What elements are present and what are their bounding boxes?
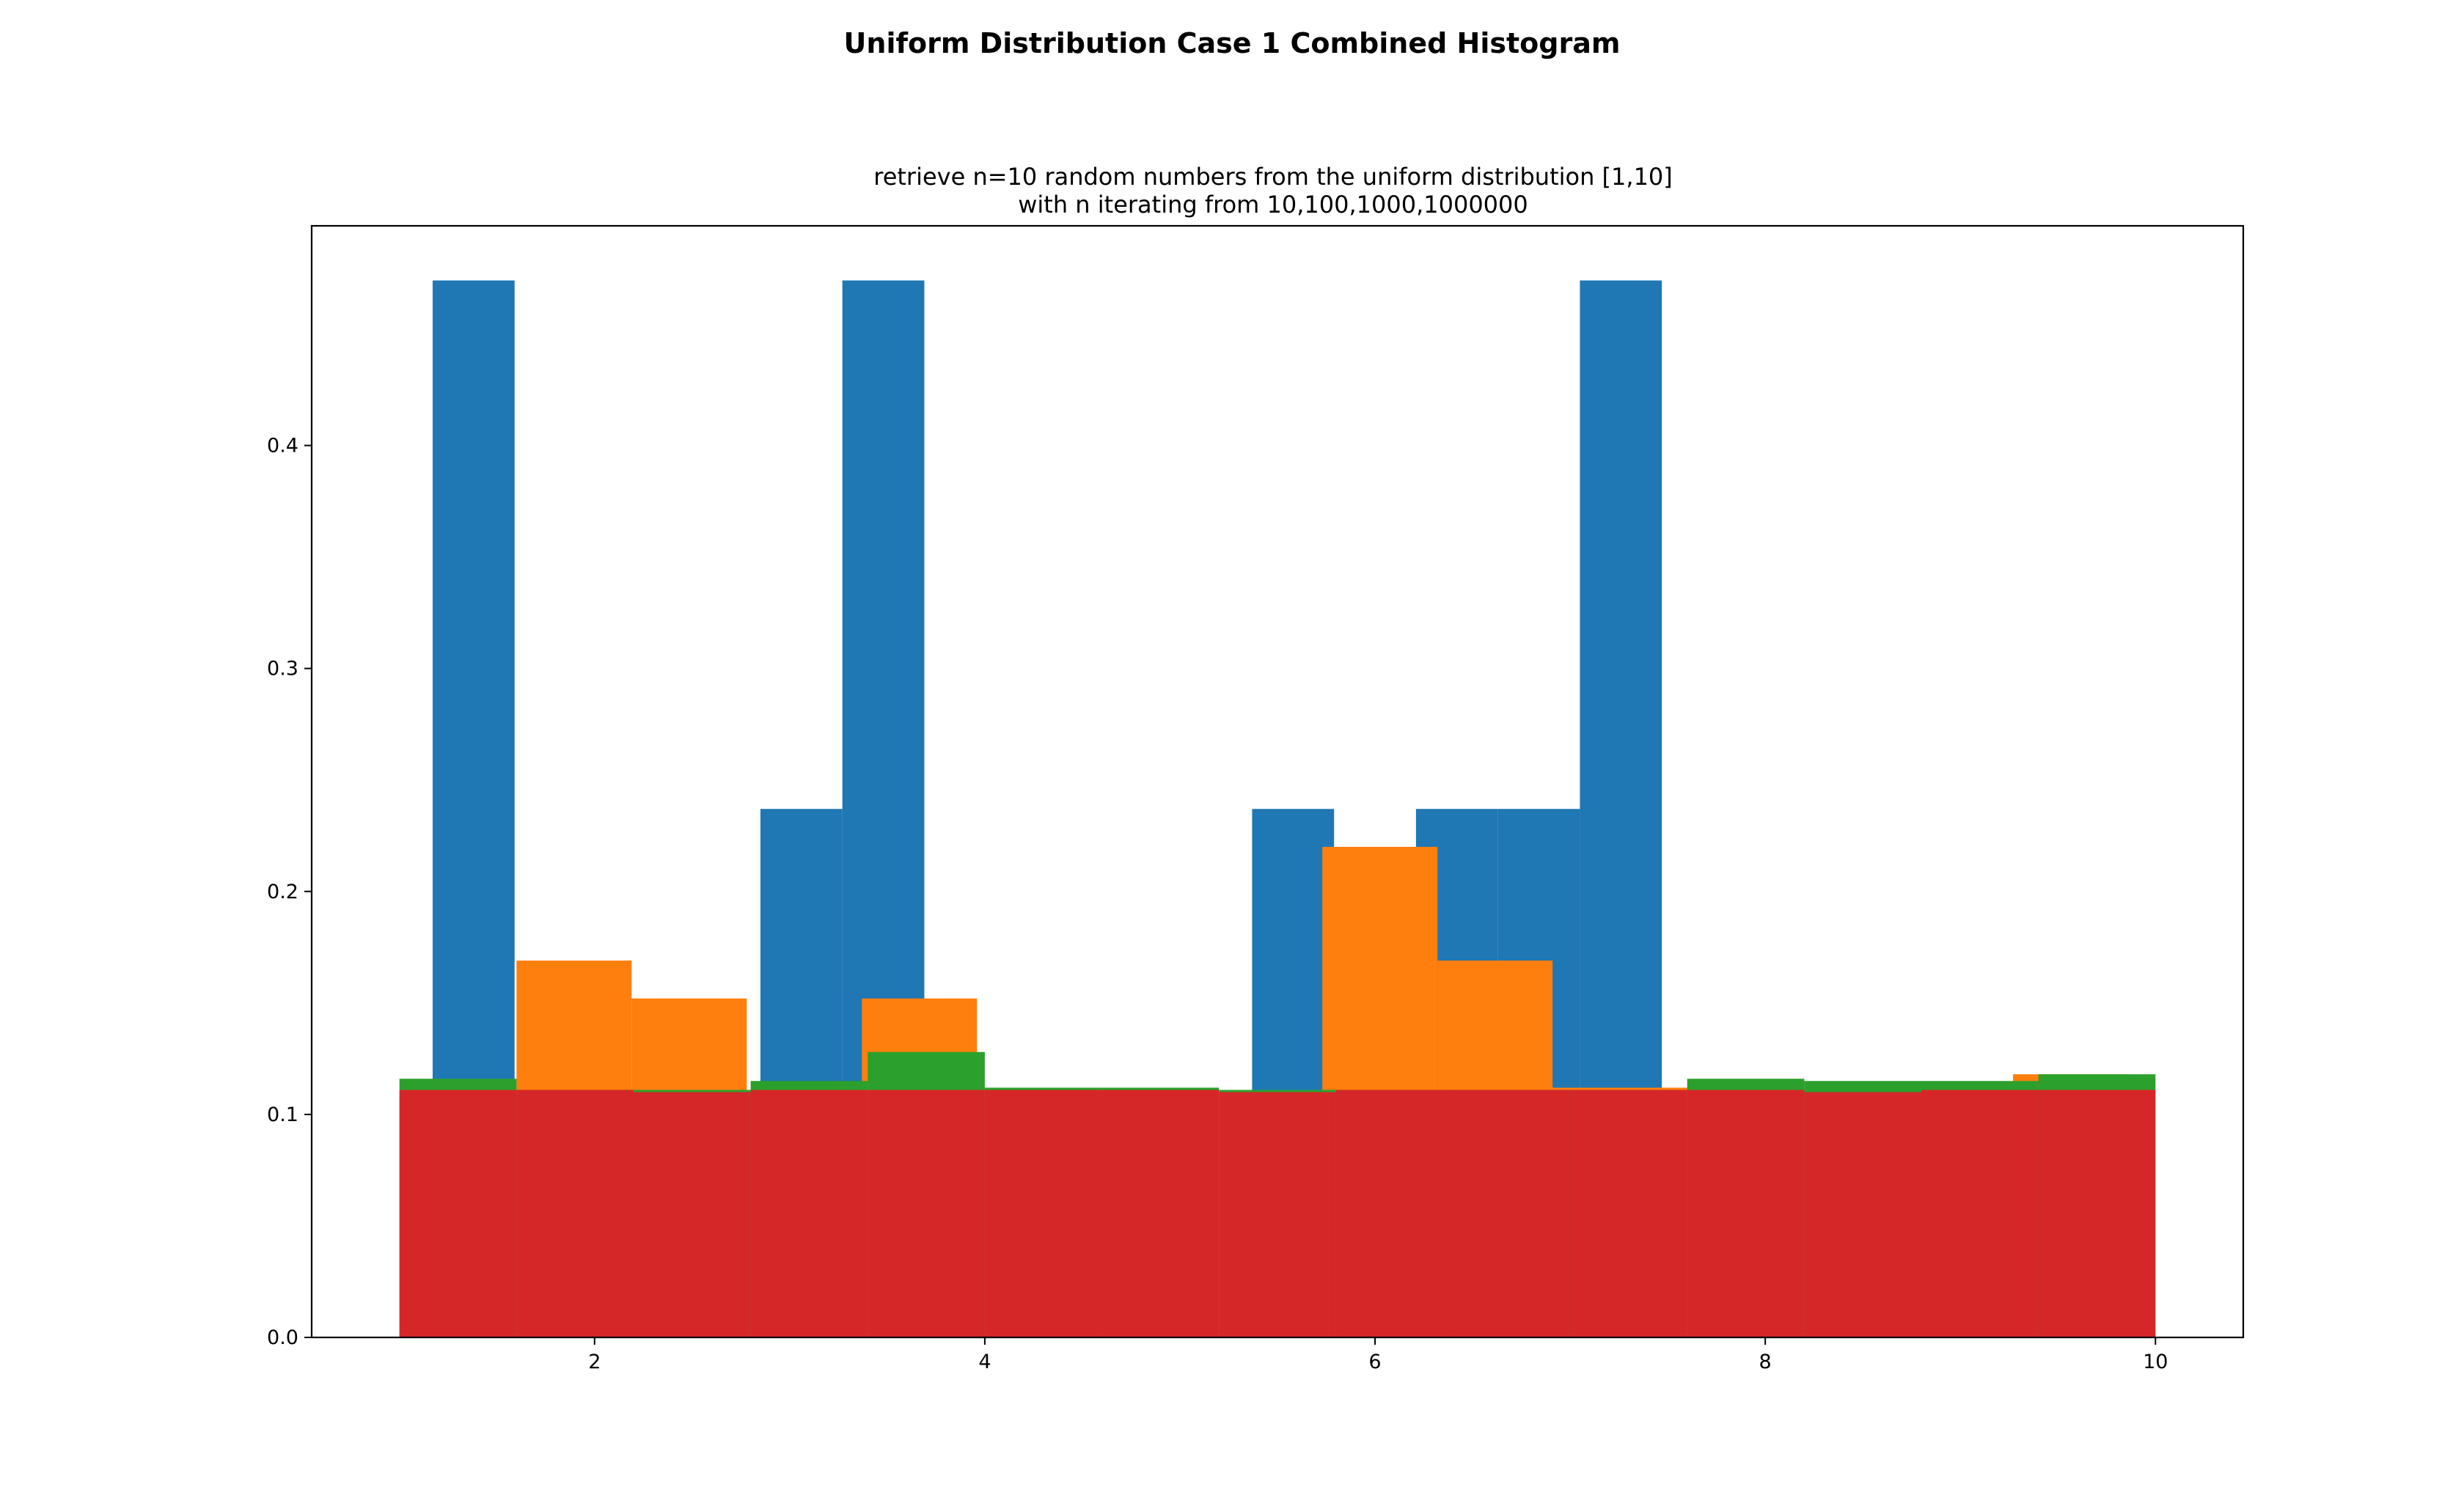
y-tick-label: 0.1 (267, 1104, 298, 1126)
histogram-bar (634, 1092, 751, 1337)
x-tick-label: 6 (1368, 1351, 1381, 1373)
histogram-bar (1335, 1090, 1453, 1337)
x-axis-ticks: 2 4 6 8 10 (588, 1337, 2168, 1373)
y-tick-label: 0.3 (267, 658, 298, 680)
x-tick-label: 2 (588, 1351, 601, 1373)
y-tick-label: 0.4 (267, 435, 298, 458)
histogram-bar (1570, 1090, 1687, 1337)
histogram-bar (1219, 1092, 1336, 1337)
chart-title: Uniform Distribution Case 1 Combined His… (844, 27, 1621, 59)
histogram-bar (984, 1090, 1102, 1337)
histogram-bar (2038, 1090, 2156, 1337)
histogram-bar (750, 1090, 868, 1337)
histogram-bars (399, 280, 2156, 1337)
x-tick-label: 8 (1759, 1351, 1772, 1373)
histogram-bar (1101, 1090, 1220, 1337)
histogram-bar (399, 1090, 517, 1337)
series-4 (399, 1090, 2156, 1337)
histogram-bar (1453, 1090, 1571, 1337)
histogram-bar (1921, 1090, 2039, 1337)
histogram-bar (868, 1090, 985, 1337)
histogram-bar (516, 1090, 634, 1337)
x-tick-label: 10 (2143, 1351, 2168, 1373)
histogram-bar (1687, 1090, 1805, 1337)
chart-subtitle-line-1: retrieve n=10 random numbers from the un… (873, 163, 1673, 191)
y-tick-label: 0.2 (267, 881, 298, 903)
y-tick-label: 0.0 (267, 1326, 298, 1349)
chart-subtitle-line-2: with n iterating from 10,100,1000,100000… (1018, 191, 1528, 219)
plot-frame (310, 224, 2245, 1339)
y-axis-ticks: 0.0 0.1 0.2 0.3 0.4 (267, 435, 312, 1349)
x-tick-label: 4 (978, 1351, 991, 1373)
histogram-bar (1804, 1092, 1921, 1337)
